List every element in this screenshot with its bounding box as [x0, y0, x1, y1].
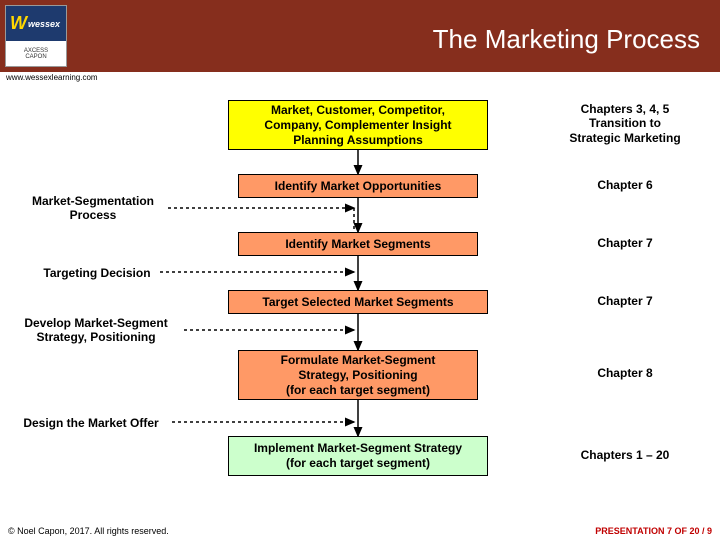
slide-indicator: PRESENTATION 7 OF 20 / 9 — [595, 526, 712, 536]
flow-box-b6: Implement Market-Segment Strategy (for e… — [228, 436, 488, 476]
chapter-label-c2: Chapter 6 — [560, 178, 690, 192]
site-url: www.wessexlearning.com — [0, 72, 720, 82]
flow-box-b4: Target Selected Market Segments — [228, 290, 488, 314]
copyright: © Noel Capon, 2017. All rights reserved. — [8, 526, 169, 536]
chapter-label-c4: Chapter 7 — [560, 294, 690, 308]
side-label-s2: Targeting Decision — [22, 266, 172, 280]
flow-box-b2: Identify Market Opportunities — [238, 174, 478, 198]
flow-box-b1: Market, Customer, Competitor, Company, C… — [228, 100, 488, 150]
header-bar: wessex AXCESS CAPON The Marketing Proces… — [0, 0, 720, 72]
wessex-logo-text: wessex — [28, 19, 60, 29]
axcess-capon-logo: AXCESS CAPON — [6, 41, 66, 66]
flow-box-b5: Formulate Market-Segment Strategy, Posit… — [238, 350, 478, 400]
side-label-s1: Market-Segmentation Process — [18, 194, 168, 223]
chapter-label-c3: Chapter 7 — [560, 236, 690, 250]
marketing-process-diagram: Market, Customer, Competitor, Company, C… — [0, 82, 720, 512]
side-label-s4: Design the Market Offer — [6, 416, 176, 430]
capon-text: CAPON — [25, 54, 46, 60]
page-title: The Marketing Process — [433, 24, 700, 55]
chapter-label-c1: Chapters 3, 4, 5 Transition to Strategic… — [560, 102, 690, 145]
flow-box-b3: Identify Market Segments — [238, 232, 478, 256]
chapter-label-c6: Chapters 1 – 20 — [560, 448, 690, 462]
chapter-label-c5: Chapter 8 — [560, 366, 690, 380]
side-label-s3: Develop Market-Segment Strategy, Positio… — [6, 316, 186, 345]
logo-area: wessex AXCESS CAPON — [5, 5, 67, 67]
wessex-logo: wessex — [6, 6, 66, 41]
footer: © Noel Capon, 2017. All rights reserved.… — [0, 526, 720, 536]
